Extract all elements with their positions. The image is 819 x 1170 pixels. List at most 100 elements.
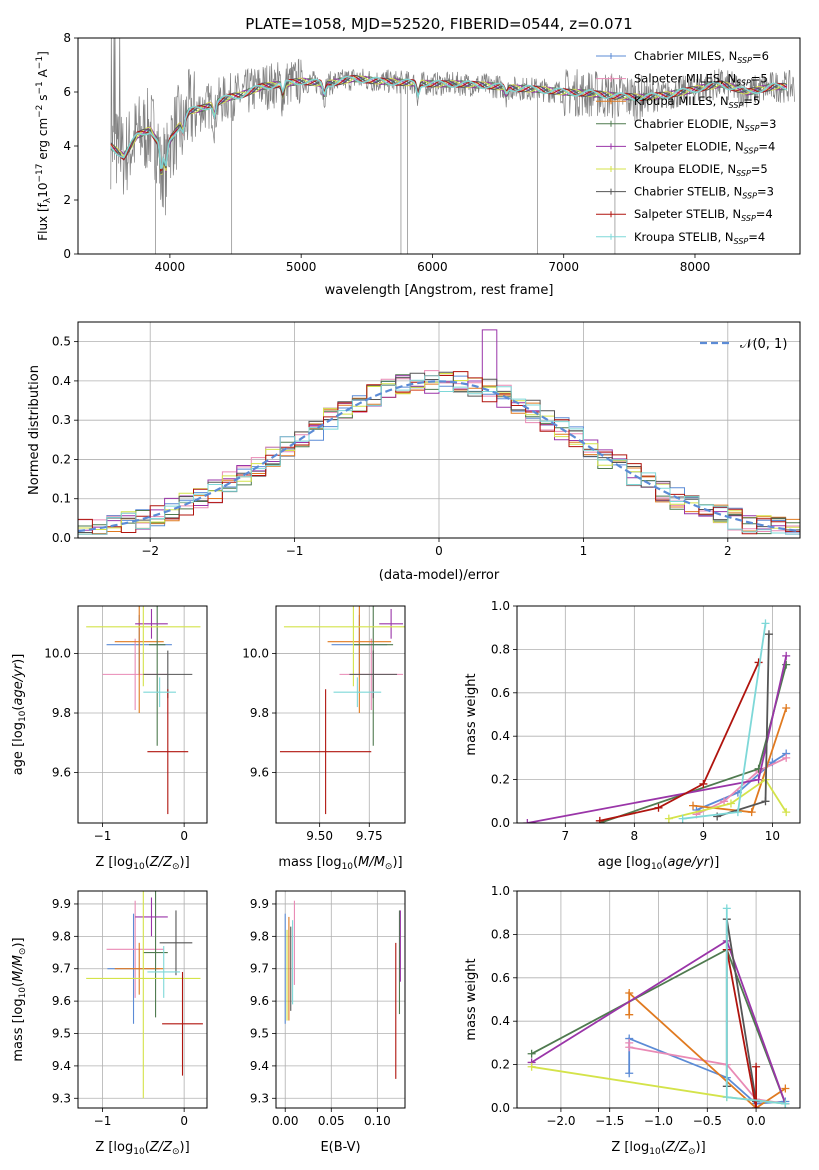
y-tick-label: 9.5	[52, 1027, 71, 1041]
x-tick-label: 5000	[286, 260, 317, 274]
weight-marker	[664, 814, 673, 823]
weight-marker	[523, 819, 532, 823]
y-tick-label: 9.3	[250, 1091, 269, 1105]
y-tick-label: 9.8	[250, 929, 269, 943]
legend-entry: Salpeter STELIB, NSSP=4	[634, 207, 773, 223]
weight-marker	[747, 808, 756, 817]
legend-entry: Chabrier ELODIE, NSSP=3	[634, 117, 776, 133]
weight-marker	[722, 904, 731, 913]
weight-age-panel: 7 8 9 10 0.0 0.2 0.4 0.6 0.8 1.0 age [log10(age/yr…	[464, 599, 801, 872]
weight-marker	[782, 753, 791, 762]
weight-marker	[625, 1069, 634, 1078]
y-tick-label: 0.3	[52, 413, 71, 427]
y-tick-label: 9.4	[250, 1059, 269, 1073]
y-axis-label: Flux [fλ10−17 erg cm−2 s−1 A−1]	[35, 51, 53, 241]
y-tick-label: 0.2	[52, 452, 71, 466]
plot-area	[523, 619, 791, 823]
model-line	[110, 75, 788, 170]
y-axis-label: mass [log10(M/M⊙)]	[11, 937, 28, 1061]
x-tick-label: 0	[435, 544, 443, 558]
y-tick-label: 9.3	[52, 1091, 71, 1105]
axes-frame	[77, 890, 208, 1109]
mass-Z-panel: −1 0 9.3 9.4 9.5 9.6 9.7 9.8 9.9 Z [log10(Z/Z⊙)] m…	[11, 890, 208, 1157]
weight-line	[696, 752, 787, 811]
y-tick-label: 9.5	[250, 1027, 269, 1041]
chart-title: PLATE=1058, MJD=52520, FIBERID=0544, z=0…	[245, 15, 632, 33]
weight-marker	[722, 1093, 731, 1102]
x-tick-label: 7	[561, 829, 569, 843]
plot-area	[86, 606, 201, 815]
legend-entry: Kroupa ELODIE, NSSP=5	[634, 162, 768, 178]
x-tick-label: 8000	[680, 260, 711, 274]
legend: Chabrier MILES, NSSP=6 Salpeter MILES, NS…	[596, 49, 776, 246]
x-tick-label: 4000	[155, 260, 186, 274]
weight-marker	[726, 799, 735, 808]
y-tick-label: 0.4	[491, 1014, 510, 1028]
y-tick-label: 0.1	[52, 492, 71, 506]
x-tick-label: 8	[631, 829, 639, 843]
y-tick-label: 10.0	[242, 647, 269, 661]
weight-marker	[761, 797, 770, 806]
x-tick-label: 9	[700, 829, 708, 843]
x-tick-label: −1.0	[644, 1114, 673, 1128]
y-tick-label: 0.6	[491, 686, 510, 700]
legend-entry: Chabrier STELIB, NSSP=3	[634, 185, 774, 201]
plot-area	[86, 891, 203, 1099]
weight-marker	[595, 816, 604, 823]
weight-marker	[654, 803, 663, 812]
x-tick-label: 0	[180, 829, 188, 843]
plot-area	[110, 38, 795, 254]
plot-area	[527, 904, 790, 1108]
x-axis-label: age [log10(age/yr)]	[598, 855, 720, 872]
weight-marker	[699, 779, 708, 788]
weight-marker	[752, 1104, 761, 1108]
weight-marker	[678, 814, 687, 823]
x-tick-label: 0.0	[747, 1114, 766, 1128]
y-tick-label: 2	[63, 193, 71, 207]
weight-line	[599, 662, 760, 822]
weight-Z-panel: −2.0 −1.5 −1.0 −0.5 0.0 0.0 0.2 0.4 0.6 0.8 1.0 Z […	[464, 884, 801, 1157]
y-tick-label: 1.0	[491, 884, 510, 898]
y-tick-label: 9.6	[250, 994, 269, 1008]
weight-marker	[527, 1062, 536, 1071]
weight-line	[599, 664, 788, 823]
y-tick-label: 0.2	[491, 1058, 510, 1072]
weight-marker	[782, 808, 791, 817]
legend-entry: 𝒩(0, 1)	[740, 337, 787, 352]
x-axis-label: Z [log10(Z/Z⊙)]	[95, 1140, 189, 1157]
y-tick-label: 0.4	[491, 729, 510, 743]
x-tick-label: 6000	[417, 260, 448, 274]
y-tick-label: 9.9	[250, 897, 269, 911]
spectrum-panel: 4000 5000 6000 7000 8000 0 2 4 6 8 PLATE=1058, MJD…	[35, 15, 801, 298]
x-tick-label: 0.10	[364, 1114, 391, 1128]
x-tick-label: −1	[94, 1114, 112, 1128]
y-axis-label: Normed distribution	[27, 365, 42, 495]
weight-marker	[720, 797, 729, 806]
y-axis-label: mass weight	[464, 958, 479, 1040]
x-tick-label: −1	[94, 829, 112, 843]
x-tick-label: −2	[141, 544, 159, 558]
x-tick-label: 0.00	[272, 1114, 299, 1128]
y-tick-label: 0.4	[52, 374, 71, 388]
histogram-step	[78, 375, 800, 535]
y-axis-label: age [log10(age/yr)]	[11, 654, 28, 776]
observed-spectrum	[110, 38, 795, 216]
weight-line	[682, 623, 767, 820]
y-tick-label: 0.5	[52, 335, 71, 349]
x-tick-label: 7000	[548, 260, 579, 274]
weight-line	[668, 778, 787, 820]
weight-marker	[761, 619, 770, 628]
y-axis-label: mass weight	[464, 673, 479, 755]
weight-line	[628, 990, 786, 1108]
x-axis-label: Z [log10(Z/Z⊙)]	[95, 855, 189, 872]
y-tick-label: 9.9	[52, 897, 71, 911]
x-tick-label: 10	[765, 829, 780, 843]
y-tick-label: 9.8	[52, 929, 71, 943]
y-tick-label: 10.0	[44, 647, 71, 661]
x-tick-label: 0	[180, 1114, 188, 1128]
x-axis-label: (data-model)/error	[379, 568, 500, 583]
y-tick-label: 9.7	[52, 962, 71, 976]
legend-entry: Kroupa STELIB, NSSP=4	[634, 230, 765, 246]
y-tick-label: 9.8	[52, 706, 71, 720]
